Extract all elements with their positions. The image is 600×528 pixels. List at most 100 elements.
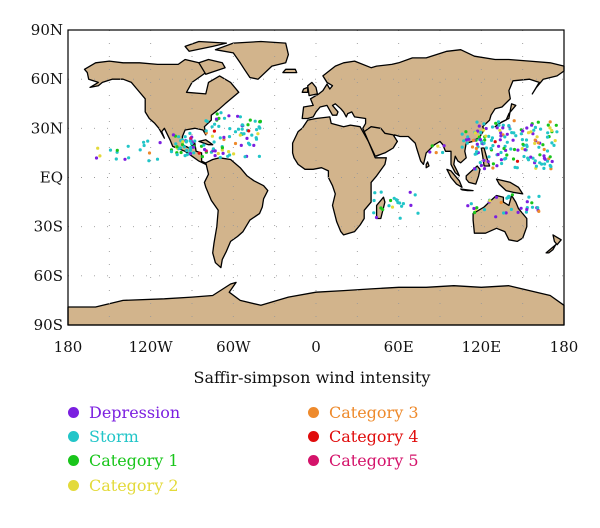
storm-point <box>240 127 244 131</box>
storm-point <box>142 143 146 148</box>
land-australia <box>472 194 528 243</box>
storm-point <box>542 154 546 158</box>
storm-point <box>233 130 238 134</box>
storm-point <box>496 120 501 124</box>
storm-point <box>213 154 217 158</box>
storm-point <box>253 119 257 123</box>
storm-point <box>484 146 488 150</box>
storm-point <box>499 200 503 205</box>
storm-point <box>554 123 558 127</box>
storm-point <box>501 123 505 127</box>
storm-point <box>442 144 446 148</box>
storm-point <box>98 154 102 158</box>
storm-point <box>482 158 486 163</box>
storm-point <box>545 149 550 153</box>
storm-point <box>512 119 516 123</box>
storm-point <box>526 156 530 160</box>
storm-point <box>192 151 196 155</box>
storm-point <box>496 152 500 157</box>
storm-point <box>494 215 498 219</box>
storm-point <box>505 140 509 144</box>
storm-point <box>94 156 99 160</box>
storm-point <box>240 123 244 127</box>
storm-point <box>475 142 479 146</box>
storm-point <box>469 202 473 206</box>
storm-point <box>464 138 468 142</box>
storm-point <box>214 117 219 121</box>
storm-point <box>534 164 539 168</box>
storm-point <box>533 125 538 129</box>
lon-tick-label: 120W <box>129 338 174 356</box>
storm-point <box>245 136 249 140</box>
storm-point <box>470 145 475 149</box>
storm-point <box>536 206 540 210</box>
storm-point <box>537 209 541 213</box>
storm-point <box>464 130 468 134</box>
storm-point <box>529 130 533 134</box>
storm-point <box>482 208 487 212</box>
land-eurasia <box>301 49 565 177</box>
storm-point <box>396 201 400 205</box>
land-new-guinea <box>495 178 524 195</box>
lat-tick-label: 60S <box>34 267 63 285</box>
storm-point <box>536 141 540 145</box>
storm-point <box>232 152 236 156</box>
storm-point <box>401 202 405 206</box>
storm-point <box>482 122 486 126</box>
storm-point <box>246 123 250 127</box>
storm-point <box>188 146 192 150</box>
storm-point <box>489 146 493 151</box>
storm-point <box>212 140 216 144</box>
storm-point <box>529 155 533 159</box>
storm-point <box>497 123 501 127</box>
storm-point <box>217 116 221 120</box>
land-greenland <box>214 40 290 80</box>
storm-point <box>138 148 142 152</box>
storm-point <box>553 139 557 143</box>
storm-point <box>182 145 186 149</box>
storm-point <box>542 147 546 152</box>
storm-point <box>548 155 552 159</box>
storm-point <box>387 204 391 208</box>
storm-point <box>484 126 488 131</box>
storm-point <box>185 149 189 153</box>
storm-point <box>434 151 438 155</box>
storm-point <box>142 140 146 144</box>
storm-point <box>114 157 118 161</box>
storm-point <box>499 158 503 162</box>
storm-point <box>503 135 507 139</box>
storm-point <box>545 135 550 139</box>
land-ellesmere <box>184 40 228 52</box>
land-africa <box>291 116 387 236</box>
land-japan <box>494 103 517 128</box>
storm-point <box>519 132 523 136</box>
storm-point <box>243 155 247 159</box>
storm-point <box>155 157 160 161</box>
storm-point <box>188 152 193 156</box>
storm-point <box>258 126 262 130</box>
storm-point <box>227 135 232 139</box>
storm-point <box>204 129 208 133</box>
storm-point <box>504 211 508 215</box>
storm-point <box>256 132 260 136</box>
storm-point <box>548 126 552 130</box>
storm-points <box>94 111 559 220</box>
storm-point <box>527 195 531 199</box>
storm-point <box>512 147 517 152</box>
storm-point <box>466 204 470 208</box>
storm-point <box>441 150 445 155</box>
storm-point <box>523 148 527 152</box>
storm-point <box>227 114 231 118</box>
storm-point <box>535 135 539 139</box>
storm-point <box>482 128 486 132</box>
storm-point <box>460 132 464 136</box>
storm-point <box>248 143 252 147</box>
storm-point <box>533 159 537 163</box>
storm-point <box>488 199 492 203</box>
storm-point <box>550 141 554 145</box>
lat-tick-label: 90N <box>31 21 63 39</box>
storm-point <box>502 211 506 215</box>
storm-point <box>202 143 206 147</box>
storm-point <box>486 160 490 164</box>
